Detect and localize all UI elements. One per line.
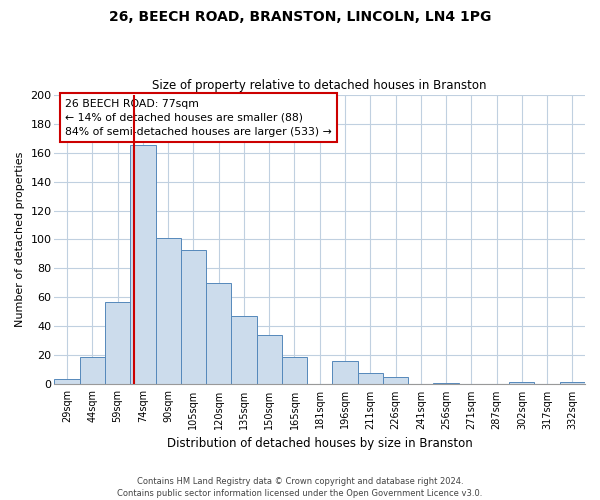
Bar bbox=[55, 378, 80, 384]
Bar bbox=[560, 382, 585, 384]
X-axis label: Distribution of detached houses by size in Branston: Distribution of detached houses by size … bbox=[167, 437, 473, 450]
Bar bbox=[509, 382, 535, 384]
Bar bbox=[105, 302, 130, 384]
Text: Contains HM Land Registry data © Crown copyright and database right 2024.
Contai: Contains HM Land Registry data © Crown c… bbox=[118, 476, 482, 498]
Bar bbox=[155, 238, 181, 384]
Bar bbox=[383, 377, 408, 384]
Y-axis label: Number of detached properties: Number of detached properties bbox=[15, 152, 25, 327]
Bar bbox=[80, 357, 105, 384]
Text: 26, BEECH ROAD, BRANSTON, LINCOLN, LN4 1PG: 26, BEECH ROAD, BRANSTON, LINCOLN, LN4 1… bbox=[109, 10, 491, 24]
Bar bbox=[282, 357, 307, 384]
Bar bbox=[181, 250, 206, 384]
Bar bbox=[130, 146, 155, 384]
Bar bbox=[206, 283, 232, 384]
Title: Size of property relative to detached houses in Branston: Size of property relative to detached ho… bbox=[152, 79, 487, 92]
Text: 26 BEECH ROAD: 77sqm
← 14% of detached houses are smaller (88)
84% of semi-detac: 26 BEECH ROAD: 77sqm ← 14% of detached h… bbox=[65, 99, 332, 137]
Bar bbox=[257, 335, 282, 384]
Bar bbox=[433, 383, 458, 384]
Bar bbox=[358, 373, 383, 384]
Bar bbox=[332, 361, 358, 384]
Bar bbox=[232, 316, 257, 384]
